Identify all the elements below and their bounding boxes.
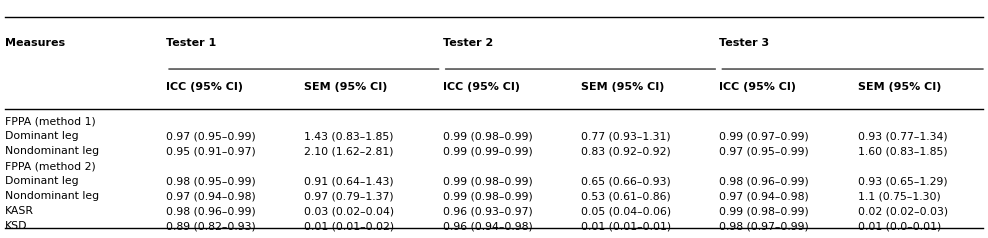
Text: 0.99 (0.98–0.99): 0.99 (0.98–0.99)	[443, 191, 533, 201]
Text: FPPA (method 1): FPPA (method 1)	[5, 116, 96, 126]
Text: ICC (95% CI): ICC (95% CI)	[443, 82, 520, 92]
Text: 0.98 (0.96–0.99): 0.98 (0.96–0.99)	[719, 176, 809, 186]
Text: ICC (95% CI): ICC (95% CI)	[166, 82, 243, 92]
Text: 0.99 (0.97–0.99): 0.99 (0.97–0.99)	[719, 131, 809, 141]
Text: ICC (95% CI): ICC (95% CI)	[719, 82, 796, 92]
Text: 0.77 (0.93–1.31): 0.77 (0.93–1.31)	[581, 131, 671, 141]
Text: 0.96 (0.94–0.98): 0.96 (0.94–0.98)	[443, 221, 533, 231]
Text: SEM (95% CI): SEM (95% CI)	[581, 82, 664, 92]
Text: SEM (95% CI): SEM (95% CI)	[304, 82, 387, 92]
Text: Nondominant leg: Nondominant leg	[5, 191, 99, 201]
Text: 0.01 (0.01–0.02): 0.01 (0.01–0.02)	[304, 221, 394, 231]
Text: 0.99 (0.99–0.99): 0.99 (0.99–0.99)	[443, 146, 533, 156]
Text: KASR: KASR	[5, 206, 34, 216]
Text: Tester 3: Tester 3	[719, 38, 770, 48]
Text: FPPA (method 2): FPPA (method 2)	[5, 161, 96, 171]
Text: 0.65 (0.66–0.93): 0.65 (0.66–0.93)	[581, 176, 671, 186]
Text: 0.99 (0.98–0.99): 0.99 (0.98–0.99)	[719, 206, 809, 216]
Text: 1.1 (0.75–1.30): 1.1 (0.75–1.30)	[858, 191, 941, 201]
Text: Measures: Measures	[5, 38, 65, 48]
Text: 0.97 (0.95–0.99): 0.97 (0.95–0.99)	[719, 146, 809, 156]
Text: 0.98 (0.96–0.99): 0.98 (0.96–0.99)	[166, 206, 256, 216]
Text: 0.93 (0.77–1.34): 0.93 (0.77–1.34)	[858, 131, 947, 141]
Text: KSD: KSD	[5, 221, 28, 231]
Text: 0.95 (0.91–0.97): 0.95 (0.91–0.97)	[166, 146, 256, 156]
Text: 0.02 (0.02–0.03): 0.02 (0.02–0.03)	[858, 206, 947, 216]
Text: 0.99 (0.98–0.99): 0.99 (0.98–0.99)	[443, 131, 533, 141]
Text: 0.96 (0.93–0.97): 0.96 (0.93–0.97)	[443, 206, 533, 216]
Text: 0.83 (0.92–0.92): 0.83 (0.92–0.92)	[581, 146, 671, 156]
Text: 1.43 (0.83–1.85): 1.43 (0.83–1.85)	[304, 131, 394, 141]
Text: 0.91 (0.64–1.43): 0.91 (0.64–1.43)	[304, 176, 394, 186]
Text: 0.97 (0.94–0.98): 0.97 (0.94–0.98)	[166, 191, 256, 201]
Text: 0.01 (0.0–0.01): 0.01 (0.0–0.01)	[858, 221, 941, 231]
Text: SEM (95% CI): SEM (95% CI)	[858, 82, 941, 92]
Text: 0.01 (0.01–0.01): 0.01 (0.01–0.01)	[581, 221, 671, 231]
Text: 0.97 (0.95–0.99): 0.97 (0.95–0.99)	[166, 131, 256, 141]
Text: Tester 2: Tester 2	[443, 38, 493, 48]
Text: 0.89 (0.82–0.93): 0.89 (0.82–0.93)	[166, 221, 256, 231]
Text: 1.60 (0.83–1.85): 1.60 (0.83–1.85)	[858, 146, 947, 156]
Text: 0.53 (0.61–0.86): 0.53 (0.61–0.86)	[581, 191, 671, 201]
Text: 0.97 (0.79–1.37): 0.97 (0.79–1.37)	[304, 191, 394, 201]
Text: Tester 1: Tester 1	[166, 38, 216, 48]
Text: 0.05 (0.04–0.06): 0.05 (0.04–0.06)	[581, 206, 671, 216]
Text: Dominant leg: Dominant leg	[5, 176, 79, 186]
Text: 2.10 (1.62–2.81): 2.10 (1.62–2.81)	[304, 146, 394, 156]
Text: 0.98 (0.95–0.99): 0.98 (0.95–0.99)	[166, 176, 256, 186]
Text: Dominant leg: Dominant leg	[5, 131, 79, 141]
Text: 0.03 (0.02–0.04): 0.03 (0.02–0.04)	[304, 206, 394, 216]
Text: Nondominant leg: Nondominant leg	[5, 146, 99, 156]
Text: 0.99 (0.98–0.99): 0.99 (0.98–0.99)	[443, 176, 533, 186]
Text: 0.93 (0.65–1.29): 0.93 (0.65–1.29)	[858, 176, 947, 186]
Text: 0.97 (0.94–0.98): 0.97 (0.94–0.98)	[719, 191, 809, 201]
Text: 0.98 (0.97–0.99): 0.98 (0.97–0.99)	[719, 221, 809, 231]
